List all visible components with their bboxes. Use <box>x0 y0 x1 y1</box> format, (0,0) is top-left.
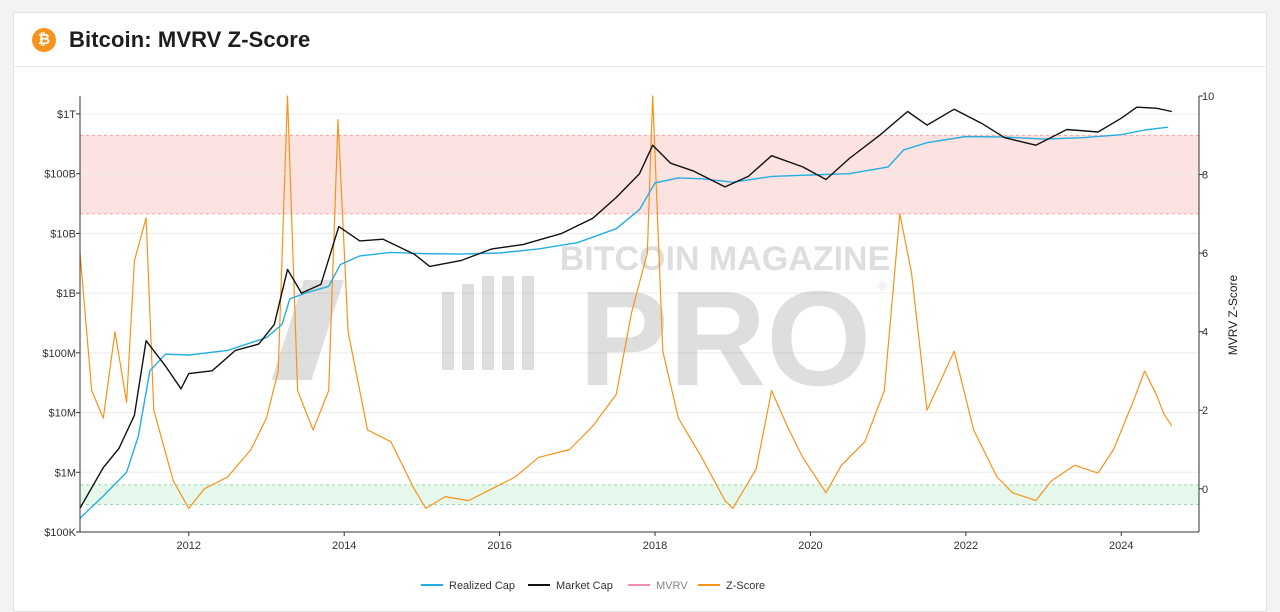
x-tick-label: 2020 <box>798 540 822 552</box>
mvrv-chart[interactable]: BITCOIN MAGAZINE PRO ® $100K $1M $10M $100M… <box>0 0 1280 580</box>
legend-label: Market Cap <box>556 580 613 592</box>
legend-item-market-cap[interactable]: Market Cap <box>528 580 613 598</box>
left-tick-label: $10B <box>50 228 76 240</box>
watermark-text-bottom: PRO <box>579 263 872 414</box>
axes: $100K $1M $10M $100M $1B $10B $100B $1T 0 2 4 6 8 10 2… <box>42 91 1214 552</box>
x-tick-label: 2016 <box>487 540 511 552</box>
x-tick-label: 2014 <box>332 540 356 552</box>
watermark-logo: BITCOIN MAGAZINE PRO ® <box>271 240 891 414</box>
left-tick-label: $100K <box>44 527 76 539</box>
right-tick-label: 8 <box>1202 170 1208 182</box>
x-tick-label: 2018 <box>643 540 667 552</box>
legend-swatch <box>628 584 650 587</box>
left-tick-label: $10M <box>48 408 76 420</box>
bitcoin-icon: ₿ <box>32 28 56 52</box>
right-tick-label: 6 <box>1202 248 1208 260</box>
left-tick-label: $100M <box>42 348 76 360</box>
legend-label: MVRV <box>656 580 688 592</box>
legend-label: Z-Score <box>726 580 766 592</box>
market-cap-line <box>79 106 1172 509</box>
left-tick-label: $1M <box>55 467 76 479</box>
right-axis-title: MVRV Z-Score <box>1226 274 1240 355</box>
chart-card: ₿ Bitcoin: MVRV Z-Score <box>13 12 1267 612</box>
legend-label: Realized Cap <box>449 580 516 592</box>
x-tick-label: 2024 <box>1109 540 1133 552</box>
page-title: Bitcoin: MVRV Z-Score <box>69 27 311 52</box>
right-tick-label: 10 <box>1202 91 1214 103</box>
legend-swatch <box>421 584 443 587</box>
series-layer <box>79 95 1173 519</box>
x-tick-label: 2022 <box>954 540 978 552</box>
legend-item-z-score[interactable]: Z-Score <box>698 580 765 598</box>
watermark-bars-icon <box>271 276 534 380</box>
undervalued-band <box>80 484 1199 505</box>
chart-legend: Realized Cap Market Cap MVRV Z-Score <box>0 580 1280 598</box>
chart-header: ₿ Bitcoin: MVRV Z-Score <box>14 13 1266 67</box>
legend-swatch <box>528 584 550 587</box>
legend-item-mvrv[interactable]: MVRV <box>628 580 688 598</box>
left-tick-label: $100B <box>44 169 76 181</box>
right-tick-label: 0 <box>1202 484 1208 496</box>
left-tick-label: $1T <box>57 109 76 121</box>
right-tick-label: 2 <box>1202 405 1208 417</box>
realized-cap-line <box>79 126 1168 519</box>
watermark-registered: ® <box>878 279 887 293</box>
x-tick-label: 2012 <box>177 540 201 552</box>
left-tick-label: $1B <box>56 288 76 300</box>
watermark-text-top: BITCOIN MAGAZINE <box>560 240 891 278</box>
legend-item-realized-cap[interactable]: Realized Cap <box>421 580 515 598</box>
right-tick-label: 4 <box>1202 327 1208 339</box>
z-score-line <box>79 95 1173 509</box>
legend-swatch <box>698 584 720 587</box>
